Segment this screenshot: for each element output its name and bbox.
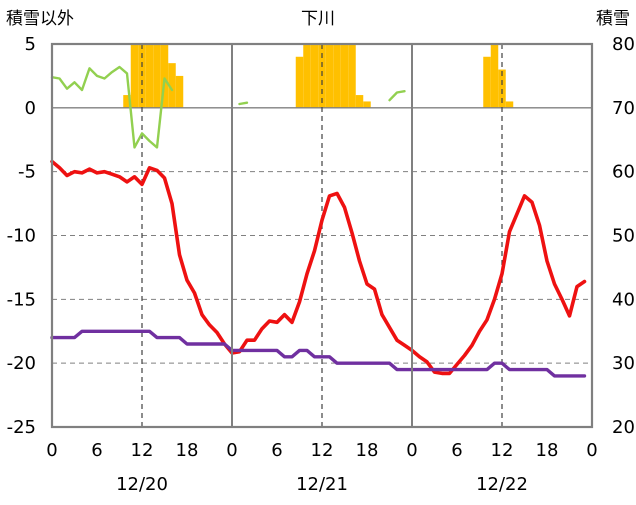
snow-bar (498, 69, 506, 108)
x-tick-label: 12 (131, 440, 154, 461)
plot-frame (50, 42, 594, 429)
snow-bar (333, 44, 341, 108)
chart-title: 下川 (301, 9, 335, 29)
x-tick-label: 12 (311, 440, 334, 461)
snow-bar (303, 44, 311, 108)
right-tick-label: 60 (612, 162, 635, 183)
right-tick-label: 30 (612, 353, 635, 374)
x-tick-label: 12 (491, 440, 514, 461)
left-axis-label: 積雪以外 (6, 9, 74, 29)
x-tick-label: 18 (356, 440, 379, 461)
right-tick-label: 20 (612, 417, 635, 438)
snow-bar (123, 95, 131, 108)
snow-bar (355, 95, 364, 108)
right-axis-label: 積雪 (596, 9, 630, 29)
x-tick-label: 0 (406, 440, 417, 461)
series-lines (50, 65, 587, 378)
series-purple-line (50, 329, 587, 378)
snow-bar (340, 44, 349, 108)
snow-bar (153, 44, 161, 108)
x-tick-label: 6 (271, 440, 282, 461)
x-tick-label: 0 (46, 440, 57, 461)
left-tick-label: -5 (18, 162, 36, 183)
snow-bar (145, 44, 154, 108)
snow-bar (160, 44, 169, 108)
left-tick-label: -15 (7, 289, 36, 310)
snow-bar (325, 44, 334, 108)
left-tick-label: -10 (7, 226, 36, 247)
snow-bar (310, 44, 319, 108)
x-tick-label: 6 (451, 440, 462, 461)
day-label: 12/21 (296, 474, 348, 495)
right-tick-label: 50 (612, 226, 635, 247)
left-tick-label: 0 (25, 98, 36, 119)
series-green-line (238, 101, 249, 106)
snow-bar (363, 101, 371, 108)
snow-bar (130, 44, 139, 108)
plot-border (50, 42, 594, 429)
right-tick-label: 80 (612, 34, 635, 55)
snow-bar (490, 44, 499, 108)
x-tick-label: 18 (536, 440, 559, 461)
snow-bar (295, 56, 304, 108)
snow-bar (175, 75, 184, 108)
right-tick-label: 70 (612, 98, 635, 119)
series-red-line (50, 159, 587, 376)
x-tick-label: 0 (226, 440, 237, 461)
day-label: 12/22 (476, 474, 528, 495)
x-tick-label: 0 (586, 440, 597, 461)
series-green-line (388, 89, 406, 102)
series-green-line (50, 65, 174, 149)
x-tick-label: 18 (176, 440, 199, 461)
snow-bar (348, 44, 356, 108)
snow-bar (505, 101, 514, 108)
right-tick-label: 40 (612, 289, 635, 310)
left-tick-label: -25 (7, 417, 36, 438)
snow-bar (168, 63, 176, 108)
left-tick-label: -20 (7, 353, 36, 374)
left-tick-label: 5 (25, 34, 36, 55)
x-tick-label: 6 (91, 440, 102, 461)
snow-bar (483, 56, 491, 108)
day-label: 12/20 (116, 474, 168, 495)
